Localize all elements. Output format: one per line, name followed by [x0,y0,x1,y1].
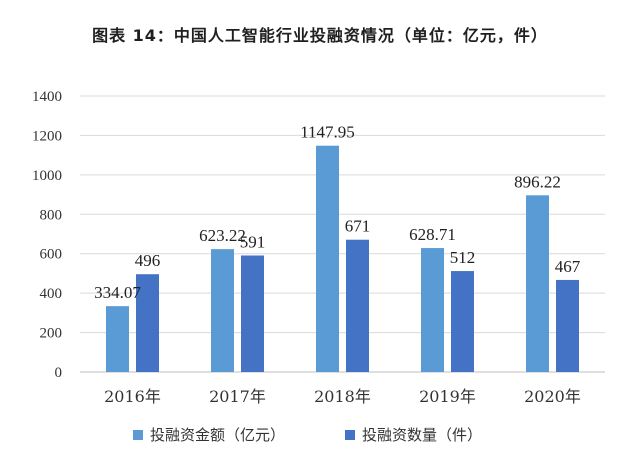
y-tick-label: 1000 [32,168,62,184]
legend-swatch [133,430,143,440]
data-label: 591 [240,232,266,251]
bar-amount [211,249,234,372]
data-label: 628.71 [409,225,456,244]
y-tick-label: 800 [40,207,63,223]
y-tick-label: 0 [55,365,63,381]
legend-label: 投融资金额（亿元） [150,426,285,444]
data-label: 623.22 [199,226,246,245]
y-tick-label: 1200 [32,128,62,144]
bar-count [241,255,264,372]
bar-count [556,279,579,372]
bar-amount [421,248,444,372]
bar-amount [316,145,339,372]
bar-count [136,274,159,372]
data-label: 1147.95 [300,123,355,142]
legend-swatch [345,430,355,440]
data-label: 671 [345,217,371,236]
data-label: 334.07 [94,283,141,302]
legend: 投融资金额（亿元） 投融资数量（件） [133,426,482,444]
bar-amount [526,195,549,372]
y-axis: 0 200 400 600 800 1000 1200 1400 [32,89,62,381]
gridlines [80,95,605,373]
bars [106,145,579,372]
x-axis: 2016年 2017年 2018年 2019年 2020年 [104,387,581,406]
data-label: 496 [135,251,161,270]
x-tick-label: 2019年 [419,387,476,406]
bar-count [451,271,474,372]
x-tick-label: 2017年 [209,387,266,406]
chart-title: 图表 14：中国人工智能行业投融资情况（单位：亿元，件） [92,26,548,45]
x-tick-label: 2020年 [524,387,581,406]
y-tick-label: 400 [40,286,63,302]
y-tick-label: 600 [40,247,63,263]
y-tick-label: 1400 [32,89,62,105]
x-tick-label: 2018年 [314,387,371,406]
legend-label: 投融资数量（件） [362,426,482,444]
data-label: 467 [555,257,581,276]
bar-amount [106,306,129,372]
data-label: 512 [450,248,476,267]
data-label: 896.22 [514,172,561,191]
x-tick-label: 2016年 [104,387,161,406]
y-tick-label: 200 [40,326,63,342]
bar-count [346,239,369,372]
